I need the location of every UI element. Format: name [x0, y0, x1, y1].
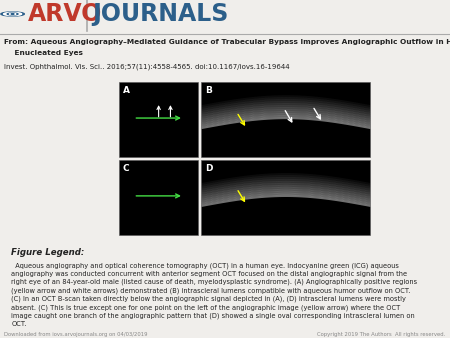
Text: Figure Legend:: Figure Legend: [11, 248, 85, 257]
Circle shape [4, 13, 22, 16]
Circle shape [9, 14, 16, 15]
Text: From: Aqueous Angiography–Mediated Guidance of Trabecular Bypass Improves Angiog: From: Aqueous Angiography–Mediated Guida… [4, 39, 450, 45]
Bar [201, 160, 370, 235]
Text: C: C [123, 164, 130, 173]
Circle shape [1, 12, 24, 16]
Circle shape [7, 13, 18, 15]
Text: Enucleated Eyes: Enucleated Eyes [4, 50, 83, 56]
Bar [119, 82, 198, 157]
Text: D: D [205, 164, 212, 173]
Text: ARVO: ARVO [28, 2, 102, 26]
Text: Invest. Ophthalmol. Vis. Sci.. 2016;57(11):4558-4565. doi:10.1167/iovs.16-19644: Invest. Ophthalmol. Vis. Sci.. 2016;57(1… [4, 64, 290, 70]
Bar [119, 160, 198, 235]
Text: Copyright 2019 The Authors  All rights reserved.: Copyright 2019 The Authors All rights re… [317, 332, 446, 337]
Bar [201, 82, 370, 157]
Text: Aqueous angiography and optical coherence tomography (OCT) in a human eye. Indoc: Aqueous angiography and optical coherenc… [11, 262, 418, 327]
Text: B: B [205, 86, 211, 95]
Text: A: A [123, 86, 130, 95]
Text: JOURNALS: JOURNALS [92, 2, 229, 26]
Text: Downloaded from iovs.arvojournals.org on 04/03/2019: Downloaded from iovs.arvojournals.org on… [4, 332, 148, 337]
